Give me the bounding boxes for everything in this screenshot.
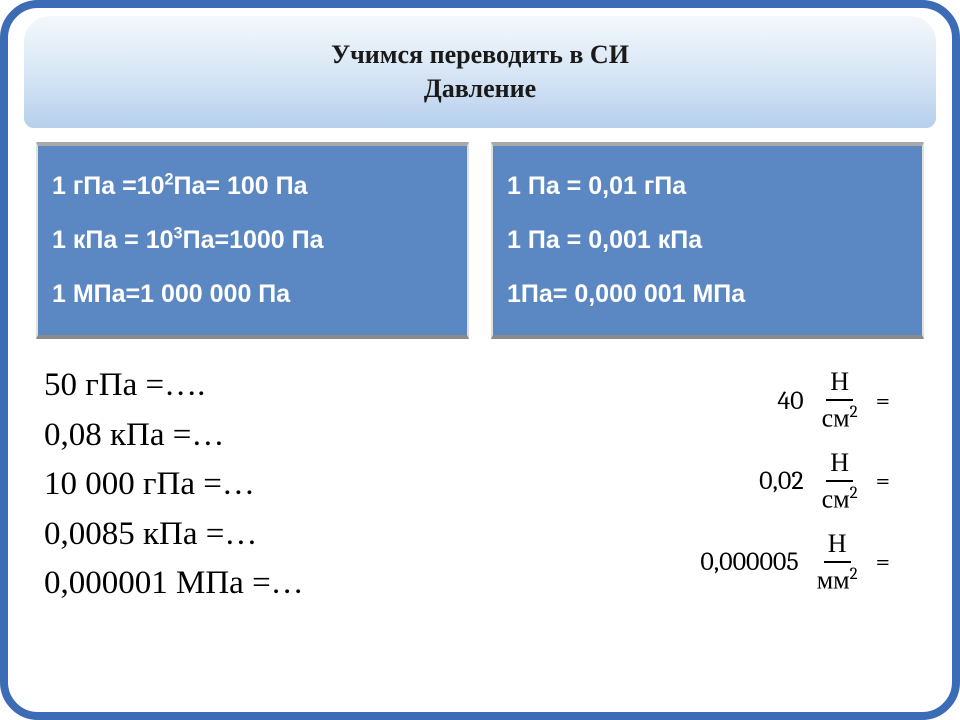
fraction-task: 0,000005 Н мм2 = [700, 529, 890, 596]
den-base: см [822, 485, 850, 515]
panel-to-pa: 1 гПа =102Па= 100 Па 1 кПа = 103Па=1000 … [36, 142, 469, 339]
den-base: см [822, 404, 850, 434]
tasks-area: 50 гПа =…. 0,08 кПа =… 10 000 гПа =… 0,0… [36, 361, 924, 609]
task-item: 0,08 кПа =… [44, 411, 467, 461]
equals-sign: = [876, 547, 890, 577]
fraction-denominator: см2 [818, 482, 862, 515]
panel-row: 1 кПа = 103Па=1000 Па [52, 214, 453, 268]
exponent: 3 [174, 224, 183, 242]
panel-text: 1 гПа =10 [52, 172, 165, 200]
fraction: Н мм2 [813, 529, 862, 596]
task-item: 50 гПа =…. [44, 361, 467, 411]
fraction-numerator: Н [826, 367, 853, 401]
conversion-panels: 1 гПа =102Па= 100 Па 1 кПа = 103Па=1000 … [36, 142, 924, 339]
fraction: Н см2 [818, 367, 862, 434]
fraction-numerator: Н [824, 529, 851, 563]
panel-row: 1Па= 0,000 001 МПа [507, 268, 908, 322]
task-item: 0,0085 кПа =… [44, 510, 467, 560]
task-item: 10 000 гПа =… [44, 460, 467, 510]
fraction-denominator: см2 [818, 401, 862, 434]
tasks-left-column: 50 гПа =…. 0,08 кПа =… 10 000 гПа =… 0,0… [36, 361, 467, 609]
tasks-right-column: 40 Н см2 = 0,02 Н см2 = 0,000005 Н [467, 361, 924, 609]
panel-text: 1 кПа = 10 [52, 226, 174, 254]
exponent: 2 [165, 171, 174, 189]
panel-row: 1 гПа =102Па= 100 Па [52, 160, 453, 214]
fraction-numerator: Н [826, 448, 853, 482]
task-item: 0,000001 МПа =… [44, 559, 467, 609]
panel-row: 1 Па = 0,001 кПа [507, 214, 908, 268]
panel-from-pa: 1 Па = 0,01 гПа 1 Па = 0,001 кПа 1Па= 0,… [491, 142, 924, 339]
exponent: 2 [850, 403, 858, 422]
task-coefficient: 40 [777, 386, 803, 416]
exponent: 2 [850, 484, 858, 503]
slide-header: Учимся переводить в СИ Давление [24, 16, 936, 128]
fraction-task: 0,02 Н см2 = [759, 448, 890, 515]
equals-sign: = [876, 466, 890, 496]
panel-text: Па=1000 Па [183, 226, 324, 254]
exponent: 2 [850, 565, 858, 584]
fraction: Н см2 [818, 448, 862, 515]
panel-row: 1 Па = 0,01 гПа [507, 160, 908, 214]
fraction-task: 40 Н см2 = [777, 367, 890, 434]
panel-row: 1 МПа=1 000 000 Па [52, 268, 453, 322]
panel-text: Па= 100 Па [174, 172, 308, 200]
den-base: мм [817, 565, 850, 595]
task-coefficient: 0,02 [759, 466, 804, 496]
header-title-line2: Давление [424, 72, 536, 106]
equals-sign: = [876, 386, 890, 416]
header-title-line1: Учимся переводить в СИ [331, 38, 629, 72]
fraction-denominator: мм2 [813, 563, 862, 596]
task-coefficient: 0,000005 [700, 547, 798, 577]
slide-frame: Учимся переводить в СИ Давление 1 гПа =1… [0, 0, 960, 720]
